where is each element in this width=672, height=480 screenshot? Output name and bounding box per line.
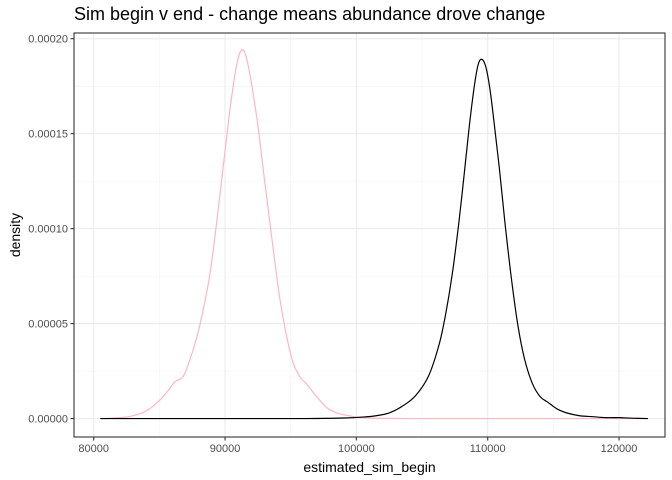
x-tick-label: 100000 — [338, 443, 375, 455]
y-axis-title: density — [7, 213, 23, 257]
grid-major — [74, 33, 665, 437]
series-layer — [100, 49, 648, 420]
density-line-series-1 — [100, 49, 648, 420]
grid-minor — [74, 33, 665, 437]
x-axis: 80000 90000 100000 110000 120000 — [78, 437, 637, 455]
x-axis-title: estimated_sim_begin — [303, 459, 435, 475]
plot-panel-background — [74, 33, 665, 437]
y-tick-label: 0.00020 — [28, 34, 68, 46]
y-tick-label: 0.00000 — [28, 414, 68, 426]
x-tick-label: 90000 — [210, 443, 241, 455]
x-tick-label: 80000 — [78, 443, 109, 455]
plot-panel-border — [73, 32, 666, 438]
density-line-series-2 — [100, 58, 648, 420]
x-tick-label: 120000 — [601, 443, 638, 455]
y-axis: 0.00000 0.00005 0.00010 0.00015 0.00020 — [28, 34, 74, 426]
y-tick-label: 0.00015 — [28, 129, 68, 141]
chart-title: Sim begin v end - change means abundance… — [74, 4, 546, 24]
y-tick-label: 0.00010 — [28, 224, 68, 236]
x-tick-label: 110000 — [470, 443, 506, 455]
y-tick-label: 0.00005 — [28, 319, 68, 331]
